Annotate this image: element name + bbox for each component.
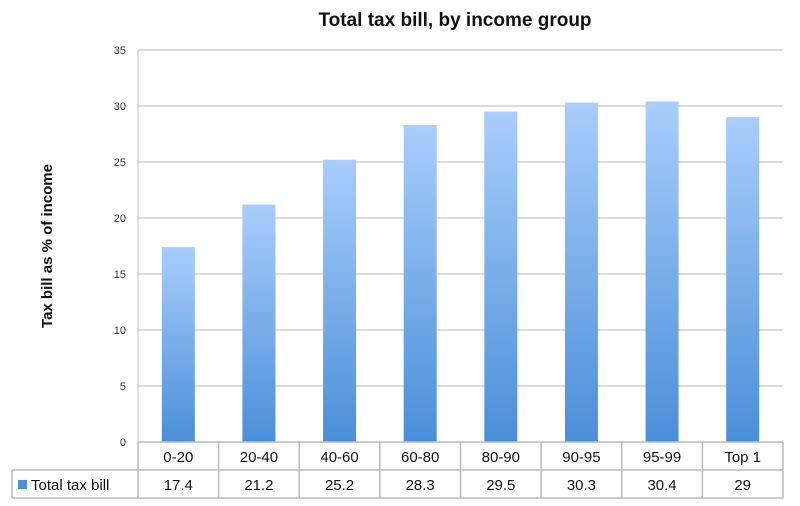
data-label: 17.4 [164,477,193,494]
category-label: 90-95 [562,449,600,466]
legend-swatch [18,480,27,489]
y-tick-label: 25 [114,157,126,169]
chart-title: Total tax bill, by income group [318,10,591,31]
bar-40-60 [323,159,357,442]
y-tick-label: 30 [114,101,126,113]
y-tick-label: 5 [120,381,126,393]
bar-95-99 [645,101,679,443]
data-label: 25.2 [325,477,354,494]
y-tick-label: 0 [120,437,126,449]
category-label: 0-20 [163,449,193,466]
bar-Top 1 [726,117,760,442]
legend-label: Total tax bill [31,477,109,494]
bar-80-90 [484,111,518,442]
data-label: 21.2 [244,477,273,494]
data-label: 30.4 [647,477,676,494]
data-label: 30.3 [567,477,596,494]
category-label: Top 1 [724,449,761,466]
bar-60-80 [403,125,437,442]
data-label: 29 [734,477,751,494]
bar-90-95 [564,102,598,442]
bar-0-20 [161,247,195,442]
category-label: 80-90 [482,449,520,466]
y-tick-label: 10 [114,325,126,337]
bar-20-40 [242,204,276,442]
y-tick-label: 15 [114,269,126,281]
y-tick-label: 35 [114,45,126,57]
category-label: 60-80 [401,449,439,466]
category-label: 95-99 [643,449,681,466]
data-label: 29.5 [486,477,515,494]
category-label: 40-60 [320,449,358,466]
y-axis-label: Tax bill as % of income [39,164,56,328]
y-tick-label: 20 [114,213,126,225]
data-label: 28.3 [406,477,435,494]
category-label: 20-40 [240,449,278,466]
